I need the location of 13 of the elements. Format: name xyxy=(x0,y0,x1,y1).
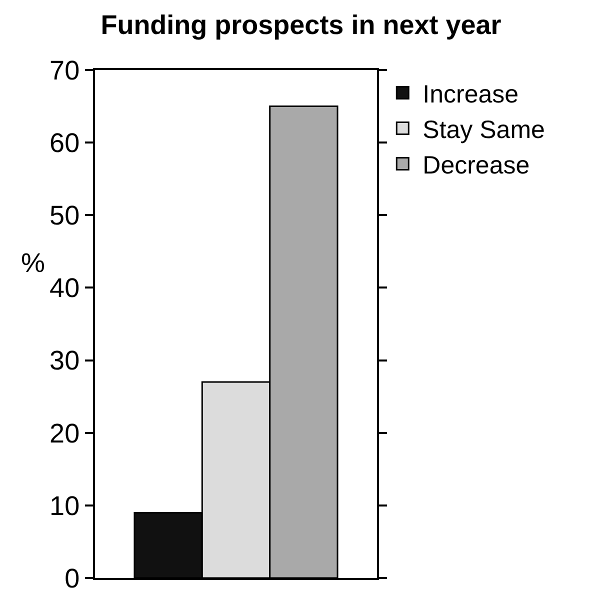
y-tick-label: 50 xyxy=(50,200,80,231)
chart-title: Funding prospects in next year xyxy=(100,10,502,40)
y-tick-label: 70 xyxy=(50,55,80,86)
legend-label: Stay Same xyxy=(422,116,545,144)
y-tick-label: 30 xyxy=(50,346,80,376)
legend-label: Increase xyxy=(422,80,519,108)
y-tick-label: 0 xyxy=(64,563,80,594)
y-axis-title: % xyxy=(21,248,46,278)
y-tick-label: 20 xyxy=(50,418,80,448)
y-tick-label: 40 xyxy=(50,273,80,304)
y-tick-label: 60 xyxy=(50,128,80,158)
y-tick-label: 10 xyxy=(50,490,80,521)
legend-label: Decrease xyxy=(422,152,530,180)
